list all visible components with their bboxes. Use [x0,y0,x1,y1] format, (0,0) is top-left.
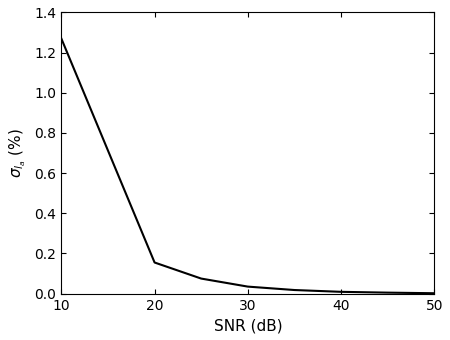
X-axis label: SNR (dB): SNR (dB) [213,318,282,333]
Y-axis label: $\sigma_{l_a}$ (%): $\sigma_{l_a}$ (%) [7,128,27,178]
